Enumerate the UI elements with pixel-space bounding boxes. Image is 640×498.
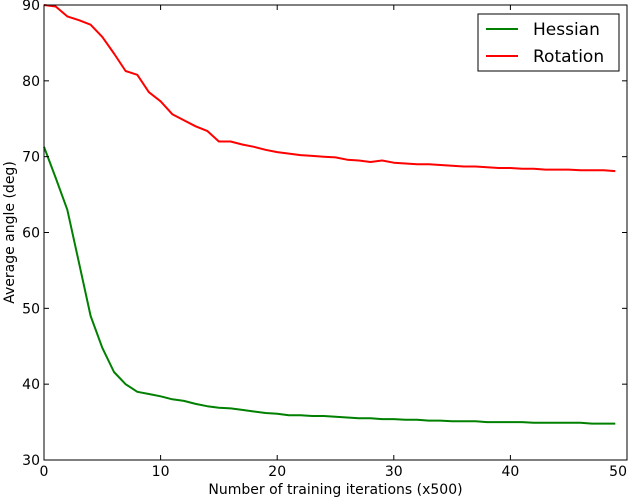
- y-axis-label: Average angle (deg): [2, 161, 18, 304]
- y-tick-label: 60: [22, 226, 40, 242]
- y-tick-label: 80: [22, 74, 40, 90]
- x-tick-label: 30: [385, 464, 403, 480]
- y-tick-label: 30: [22, 453, 40, 469]
- legend: Hessian Rotation: [477, 13, 620, 72]
- x-tick-label: 10: [152, 464, 170, 480]
- legend-label-hessian: Hessian: [533, 20, 600, 40]
- series-layer: [43, 4, 616, 425]
- y-tick-label: 50: [22, 301, 40, 317]
- series-line-hessian: [43, 146, 616, 425]
- x-tick-label: 20: [268, 464, 286, 480]
- y-tick-label: 40: [22, 377, 40, 393]
- y-tick-label: 90: [22, 0, 40, 14]
- series-line-rotation: [43, 4, 616, 173]
- ticks-layer: 0 10 20 30 40 50 30 40 50 60 70 80 90: [22, 0, 628, 480]
- x-tick-label: 0: [40, 464, 49, 480]
- legend-box: [477, 13, 620, 72]
- x-axis-label: Number of training iterations (x500): [208, 482, 462, 498]
- x-tick-label: 40: [501, 464, 519, 480]
- y-tick-label: 70: [22, 150, 40, 166]
- legend-label-rotation: Rotation: [533, 47, 604, 67]
- x-tick-label: 50: [609, 464, 627, 480]
